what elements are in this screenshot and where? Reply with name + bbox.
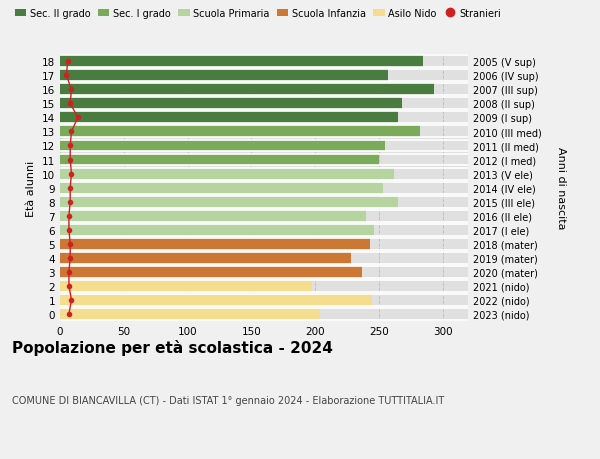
Bar — [60, 252, 351, 264]
Point — [62, 73, 71, 80]
Point — [67, 129, 76, 136]
Legend: Sec. II grado, Sec. I grado, Scuola Primaria, Scuola Infanzia, Asilo Nido, Stran: Sec. II grado, Sec. I grado, Scuola Prim… — [11, 5, 505, 22]
Point — [65, 199, 75, 206]
Y-axis label: Età alunni: Età alunni — [26, 160, 37, 216]
Bar — [60, 154, 379, 166]
Point — [64, 213, 74, 220]
Bar — [60, 84, 434, 96]
Bar — [60, 98, 402, 110]
Point — [65, 101, 75, 108]
Point — [64, 269, 74, 276]
Bar — [60, 112, 398, 124]
Point — [64, 227, 74, 234]
Bar — [60, 294, 373, 306]
Bar — [60, 182, 383, 194]
Point — [65, 241, 75, 248]
Point — [64, 311, 74, 318]
Text: Popolazione per età scolastica - 2024: Popolazione per età scolastica - 2024 — [12, 340, 333, 356]
Point — [67, 297, 76, 304]
Bar — [60, 56, 424, 68]
Bar — [60, 280, 313, 292]
Bar — [60, 266, 362, 278]
Y-axis label: Anni di nascita: Anni di nascita — [556, 147, 566, 230]
Bar — [60, 210, 366, 222]
Bar — [60, 238, 370, 250]
Bar — [60, 308, 320, 320]
Bar — [60, 126, 419, 138]
Point — [73, 114, 83, 122]
Point — [67, 86, 76, 94]
Bar — [60, 70, 388, 82]
Bar — [60, 196, 398, 208]
Point — [64, 283, 74, 290]
Bar — [60, 224, 374, 236]
Point — [65, 142, 75, 150]
Point — [65, 157, 75, 164]
Point — [65, 185, 75, 192]
Bar — [60, 168, 394, 180]
Point — [67, 170, 76, 178]
Bar — [60, 140, 385, 152]
Point — [63, 58, 73, 66]
Text: COMUNE DI BIANCAVILLA (CT) - Dati ISTAT 1° gennaio 2024 - Elaborazione TUTTITALI: COMUNE DI BIANCAVILLA (CT) - Dati ISTAT … — [12, 395, 444, 405]
Point — [65, 255, 75, 262]
